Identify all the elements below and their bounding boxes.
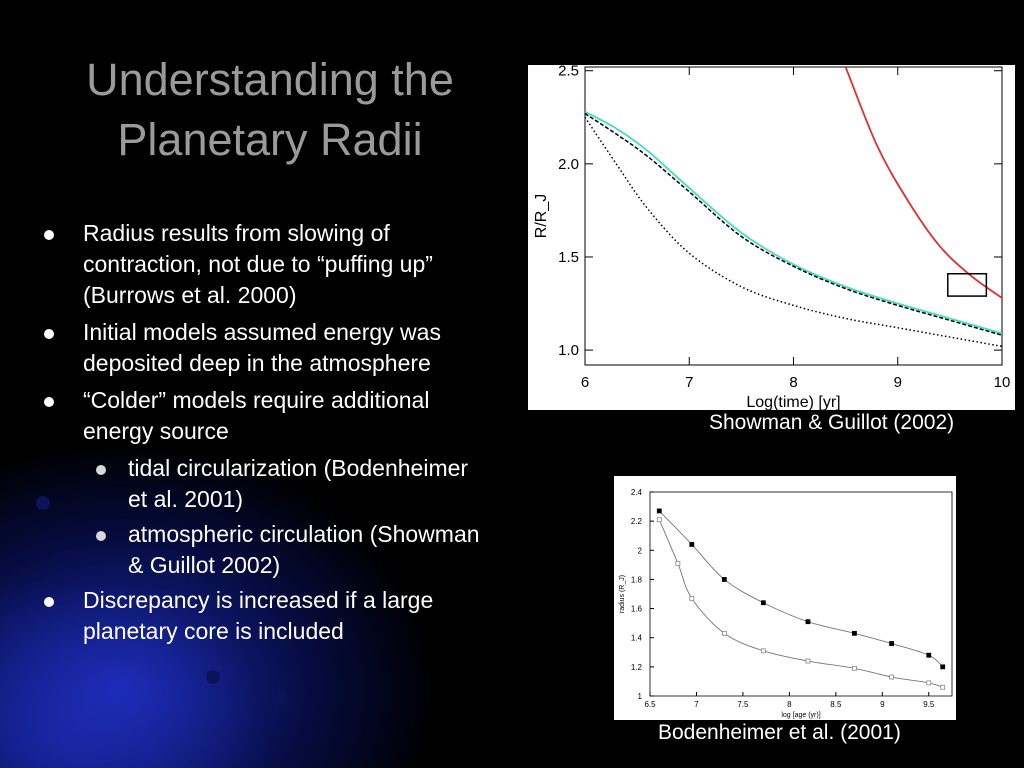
open-square-marker bbox=[656, 517, 662, 523]
decorative-dot bbox=[206, 670, 220, 684]
bodenheimer-figure: 6.5 7 7.5 8 8.5 9 9.5 1 1.2 1.4 1.6 1.8 2 2.2 2.4 log [… bbox=[614, 476, 956, 720]
x-tick-label: 8 bbox=[787, 700, 792, 709]
decorative-dot bbox=[172, 572, 186, 586]
open-square-marker bbox=[805, 658, 811, 664]
sub-bullet-item: tidal circularization (Bodenheimer et al… bbox=[40, 453, 490, 515]
y-tick-label: 1.0 bbox=[558, 342, 579, 359]
radius-vs-time-chart: 6 7 8 9 10 1.0 1.5 2.0 2.5 Log(time) [yr] R/R_J bbox=[533, 63, 1011, 411]
bullet-text: atmospheric circulation (Showman & Guill… bbox=[128, 521, 480, 578]
filled-square-marker bbox=[940, 664, 946, 670]
x-tick-label: 7.5 bbox=[737, 700, 749, 709]
decorative-dot bbox=[36, 496, 50, 510]
open-square-marker bbox=[889, 674, 895, 680]
x-tick-label: 9 bbox=[880, 700, 885, 709]
x-tick-label: 9 bbox=[894, 374, 902, 391]
x-tick-label: 10 bbox=[994, 374, 1011, 391]
open-square-marker bbox=[689, 595, 695, 601]
y-tick-label: 2.0 bbox=[558, 156, 579, 173]
bullet-dot bbox=[44, 230, 54, 240]
y-tick-label: 1.8 bbox=[631, 575, 643, 584]
bullet-text: Discrepancy is increased if a large plan… bbox=[83, 587, 434, 644]
filled-square-marker bbox=[889, 641, 895, 646]
showman-guillot-figure: 6 7 8 9 10 1.0 1.5 2.0 2.5 Log(time) [yr] R/R_J bbox=[528, 63, 1015, 411]
y-axis-label: R/R_J bbox=[533, 194, 550, 238]
bullet-item: Initial models assumed energy was deposi… bbox=[40, 317, 490, 379]
decorative-dot bbox=[274, 690, 288, 704]
bullet-item: “Colder” models require additional energ… bbox=[40, 385, 490, 447]
bullet-text: tidal circularization (Bodenheimer et al… bbox=[128, 455, 469, 512]
y-tick-label: 2.5 bbox=[558, 65, 579, 80]
filled-square-marker bbox=[760, 600, 766, 606]
x-tick-label: 7 bbox=[685, 374, 693, 391]
radius-vs-age-chart: 6.5 7 7.5 8 8.5 9 9.5 1 1.2 1.4 1.6 1.8 2 2.2 2.4 log [… bbox=[619, 488, 953, 719]
slide-title: Understanding the Planetary Radii bbox=[20, 50, 520, 170]
filled-square-marker bbox=[852, 630, 857, 636]
x-tick-label: 6 bbox=[581, 374, 589, 391]
series-line-1 bbox=[585, 112, 1002, 336]
open-square-marker bbox=[675, 561, 681, 566]
bullet-dot bbox=[44, 397, 54, 407]
y-tick-label: 1 bbox=[638, 692, 643, 701]
bullet-text: Radius results from slowing of contracti… bbox=[83, 220, 433, 308]
plot-frame bbox=[584, 66, 1003, 366]
filled-square-marker bbox=[805, 619, 811, 625]
figure-caption-1: Showman & Guillot (2002) bbox=[709, 411, 955, 434]
bullet-item: Discrepancy is increased if a large plan… bbox=[40, 585, 490, 647]
y-tick-label: 2.4 bbox=[631, 488, 643, 497]
bullet-text: Initial models assumed energy was deposi… bbox=[83, 319, 441, 376]
y-tick-label: 1.2 bbox=[631, 663, 643, 672]
bullet-dot bbox=[96, 531, 106, 541]
bullet-text: “Colder” models require additional energ… bbox=[83, 387, 430, 444]
x-tick-label: 9.5 bbox=[923, 700, 935, 709]
highlight-box bbox=[947, 272, 988, 297]
y-tick-label: 1.6 bbox=[631, 605, 643, 614]
title-line-2: Planetary Radii bbox=[117, 114, 423, 165]
open-square-marker bbox=[926, 680, 932, 686]
y-tick-label: 2.2 bbox=[631, 517, 643, 526]
sub-bullet-item: atmospheric circulation (Showman & Guill… bbox=[40, 519, 490, 581]
y-tick-label: 2 bbox=[638, 546, 643, 555]
open-square-marker bbox=[760, 648, 766, 654]
bullet-dot bbox=[44, 597, 54, 607]
bullet-list: Radius results from slowing of contracti… bbox=[40, 218, 490, 653]
series-line-0 bbox=[585, 110, 1002, 335]
series-line-3 bbox=[844, 67, 1002, 299]
open-square-marker bbox=[852, 665, 857, 671]
open-square-marker bbox=[940, 684, 946, 690]
series-line-1 bbox=[658, 519, 943, 688]
open-square-marker bbox=[721, 630, 727, 636]
bullet-dot bbox=[44, 329, 54, 339]
x-tick-label: 8 bbox=[789, 374, 797, 391]
x-axis-label: Log(time) [yr] bbox=[746, 394, 840, 410]
plot-frame bbox=[649, 491, 953, 697]
y-tick-label: 1.4 bbox=[631, 634, 643, 643]
bullet-item: Radius results from slowing of contracti… bbox=[40, 218, 490, 311]
title-line-1: Understanding the bbox=[86, 54, 454, 105]
figure-caption-2: Bodenheimer et al. (2001) bbox=[658, 721, 901, 744]
filled-square-marker bbox=[926, 652, 932, 658]
series-line-0 bbox=[658, 510, 944, 668]
x-tick-label: 8.5 bbox=[830, 700, 842, 709]
x-tick-label: 7 bbox=[694, 700, 699, 709]
x-tick-label: 6.5 bbox=[644, 700, 656, 709]
y-axis-label: radius (R_J) bbox=[619, 575, 626, 613]
x-axis-label: log [age (yr)] bbox=[781, 712, 820, 719]
filled-square-marker bbox=[689, 542, 695, 547]
bullet-dot bbox=[96, 465, 106, 475]
filled-square-marker bbox=[721, 577, 727, 582]
filled-square-marker bbox=[656, 508, 662, 514]
y-tick-label: 1.5 bbox=[558, 249, 579, 266]
